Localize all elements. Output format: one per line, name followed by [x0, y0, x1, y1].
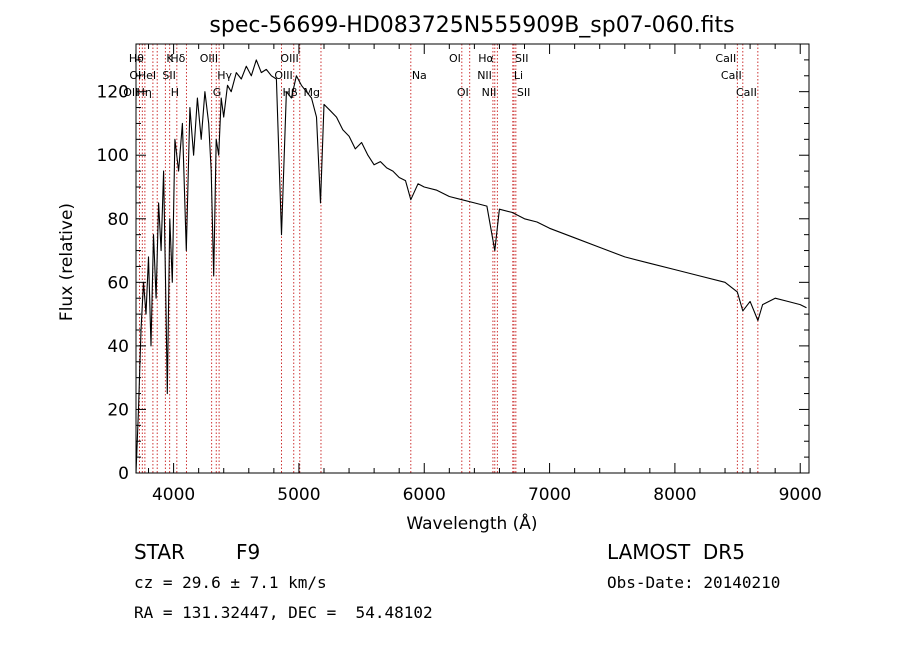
line-label: CaII: [721, 69, 742, 82]
object-subclass: F9: [236, 540, 261, 564]
y-tick-label: 0: [118, 464, 129, 484]
line-label: OIII: [200, 52, 218, 65]
line-label: CaII: [715, 52, 736, 65]
line-label: OII: [123, 86, 138, 99]
line-label: HeI: [138, 69, 156, 82]
line-label: SII: [515, 52, 528, 65]
line-label: CaII: [736, 86, 757, 99]
line-label: OI: [449, 52, 461, 65]
line-label: Mg: [303, 86, 319, 99]
x-axis-label: Wavelength (Å): [406, 512, 537, 534]
line-label: K: [166, 52, 174, 65]
y-tick-label: 120: [97, 83, 129, 103]
object-class: STAR: [134, 540, 185, 564]
spectrum-line: [135, 59, 807, 474]
survey-name: LAMOST DR5: [607, 540, 745, 564]
y-tick-label: 20: [107, 400, 129, 420]
x-tick-label: 7000: [528, 485, 571, 505]
spectral-line-markers: [138, 44, 759, 473]
y-axis-label: Flux (relative): [57, 203, 77, 321]
line-label: Na: [412, 69, 427, 82]
line-label: Hγ: [217, 69, 232, 82]
x-axis-ticks: 4000 5000 6000 7000 8000 9000: [148, 44, 822, 505]
coordinates: RA = 131.32447, DEC = 54.48102: [134, 603, 433, 622]
line-label: Hα: [478, 52, 494, 65]
x-tick-label: 4000: [152, 485, 195, 505]
line-label: OIII: [280, 52, 298, 65]
x-tick-label: 9000: [779, 485, 822, 505]
x-tick-label: 5000: [277, 485, 320, 505]
line-label: H: [171, 86, 179, 99]
x-tick-label: 8000: [653, 485, 696, 505]
plot-frame: [135, 43, 810, 474]
spectral-line-labels: OIIOIHθHηHeIKHSIIHδGHγOIIIHβOIIIOIIIMgNa…: [123, 52, 757, 99]
line-label: OI: [129, 69, 141, 82]
line-label: SII: [517, 86, 530, 99]
y-axis-ticks: 0 20 40 60 80 100 120: [97, 59, 809, 484]
line-label: NII: [482, 86, 497, 99]
y-tick-label: 60: [107, 273, 129, 293]
x-tick-label: 6000: [403, 485, 446, 505]
y-tick-label: 40: [107, 337, 129, 357]
line-label: Hθ: [129, 52, 144, 65]
line-label: G: [213, 86, 222, 99]
obs-date: Obs-Date: 20140210: [607, 573, 781, 592]
line-label: Li: [514, 69, 523, 82]
chart-title: spec-56699-HD083725N555909B_sp07-060.fit…: [209, 13, 734, 38]
line-label: Hη: [137, 86, 152, 99]
redshift-text: cz = 29.6 ± 7.1 km/s: [134, 573, 327, 592]
y-tick-label: 100: [97, 146, 129, 166]
line-label: SII: [162, 69, 175, 82]
line-label: OI: [457, 86, 469, 99]
y-tick-label: 80: [107, 210, 129, 230]
line-label: OIII: [274, 69, 292, 82]
line-label: NII: [477, 69, 492, 82]
line-label: Hδ: [170, 52, 185, 65]
